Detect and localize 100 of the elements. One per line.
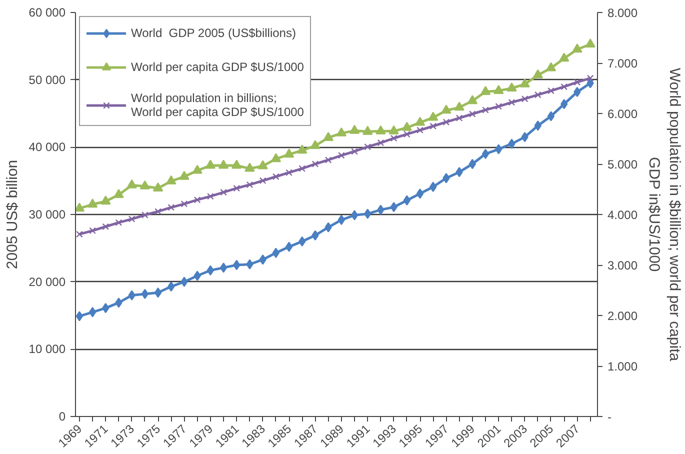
y2-tick-label: 8.000 (608, 6, 638, 20)
point (428, 112, 438, 121)
point (390, 134, 398, 142)
point (586, 74, 594, 82)
point (362, 126, 373, 135)
point (416, 188, 424, 199)
point (284, 148, 294, 158)
point (494, 84, 504, 94)
point (521, 95, 528, 102)
point (416, 126, 424, 134)
point (349, 124, 360, 134)
y-tick-label: 10 000 (28, 342, 66, 356)
y-tick-label: 30 000 (28, 208, 66, 222)
y-tick-label: 40 000 (28, 140, 66, 154)
point (482, 148, 490, 159)
point (414, 116, 426, 126)
point (246, 181, 254, 188)
point (232, 160, 242, 169)
point (114, 189, 124, 198)
y2-tick-label: 1.000 (608, 360, 638, 374)
point (403, 195, 411, 206)
point (350, 210, 358, 220)
y2-tick-label: 2.000 (608, 309, 638, 323)
point (141, 212, 148, 218)
point (192, 164, 202, 174)
point (430, 122, 437, 130)
point (323, 132, 334, 141)
point (442, 173, 450, 184)
point (508, 138, 516, 149)
y-tick-label: 0 (58, 410, 66, 424)
point (259, 177, 266, 184)
point (312, 160, 319, 168)
point (532, 69, 543, 78)
point (430, 182, 437, 192)
point (270, 153, 282, 162)
point (310, 140, 320, 150)
point (141, 288, 149, 300)
y2-tick-label: 4.000 (608, 208, 638, 222)
point (258, 160, 268, 170)
point (324, 156, 332, 164)
point (298, 165, 306, 172)
point (259, 254, 266, 265)
point (558, 52, 570, 62)
point (154, 288, 162, 298)
y2-axis-title: World population in $billion; world per capita GDP in$US/1000 (646, 68, 683, 362)
point (166, 175, 176, 184)
point (338, 152, 345, 159)
point (128, 290, 136, 300)
point (495, 144, 502, 154)
point (520, 78, 530, 88)
legend-label: World per capita GDP $US/1000 (131, 60, 304, 74)
point (574, 78, 581, 86)
point (88, 307, 96, 318)
point (338, 214, 346, 225)
point (102, 223, 110, 230)
point (534, 91, 542, 98)
point (285, 242, 293, 252)
point (154, 208, 162, 215)
point (218, 160, 229, 169)
point (560, 83, 568, 90)
point (205, 160, 216, 169)
point (403, 130, 410, 138)
point (388, 125, 399, 134)
point (482, 106, 489, 114)
y2-tick-label: 3.000 (608, 258, 638, 272)
point (495, 103, 502, 110)
y-tick-label: 50 000 (28, 72, 66, 87)
point (468, 110, 476, 118)
point (456, 114, 463, 122)
point (560, 98, 568, 110)
point (152, 182, 164, 192)
point (115, 219, 122, 226)
y-tick-label: 60 000 (28, 6, 66, 20)
point (233, 184, 240, 192)
point (377, 204, 384, 215)
point (286, 169, 292, 176)
legend-label: World population in billions; World per capita GDP $US/1000 (131, 91, 304, 119)
point (100, 196, 111, 205)
point (467, 95, 478, 104)
point (140, 180, 150, 190)
point (180, 200, 188, 208)
point (179, 170, 190, 180)
y-tick-label: 20 000 (28, 274, 66, 289)
point (547, 111, 555, 122)
point (128, 216, 136, 222)
y2-tick-label: 6.000 (608, 107, 638, 121)
point (220, 188, 227, 196)
point (115, 298, 122, 308)
point (534, 120, 542, 131)
point (76, 311, 84, 322)
y2-tick-label: - (608, 410, 612, 424)
point (336, 127, 347, 136)
y2-tick-label: 5.000 (608, 158, 638, 172)
point (89, 227, 96, 234)
point (312, 230, 319, 240)
legend-label: World GDP 2005 (US$billions) (131, 26, 296, 40)
y2-tick-label: 7.000 (608, 56, 638, 70)
y-axis-title: 2005 US$ billion (4, 160, 21, 270)
point (272, 173, 280, 180)
point (548, 87, 554, 94)
